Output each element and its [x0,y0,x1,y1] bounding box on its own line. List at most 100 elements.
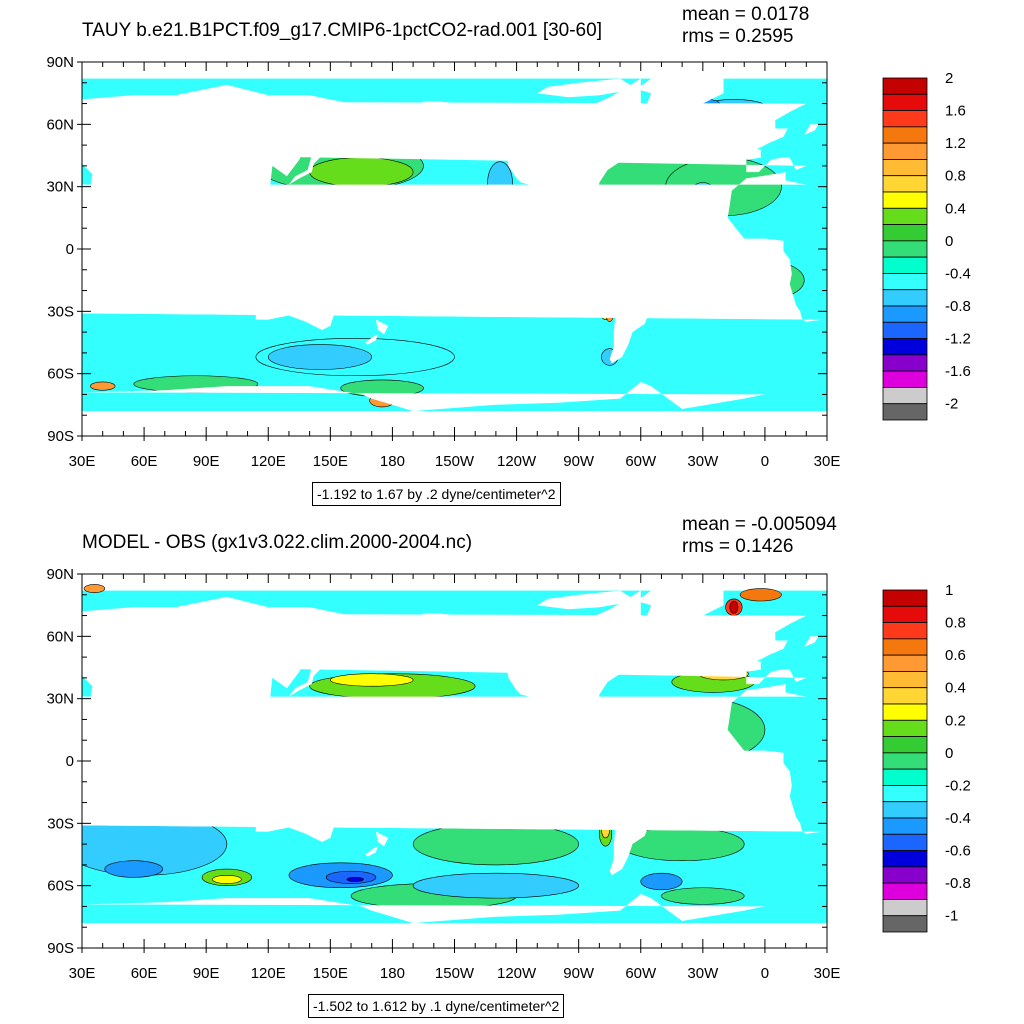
colorbar-swatch [882,882,928,900]
lat-label: 60N [46,116,74,133]
colorbar-label: -0.6 [945,843,971,860]
colorbar-swatch [882,159,928,177]
lat-label: 0 [66,241,74,258]
lon-label: 30W [687,965,719,982]
lon-label: 180 [380,965,405,982]
landmass-nafrica-w [82,684,823,834]
colorbar-swatch [882,403,928,421]
colorbar-swatch [882,654,928,672]
colorbar-label: 1.2 [945,135,966,152]
lon-label: 120E [251,453,286,470]
colorbar-swatch [882,899,928,917]
colorbar-swatch [882,126,928,144]
colorbar: 1 0.8 0.6 0.4 0.2 0 -0.2 -0.4 -0.6 -0.8 -1 [882,582,971,933]
lat-label: 90S [47,428,74,445]
lat-label: 30S [47,815,74,832]
lon-label: 30E [814,965,841,982]
landmass-nz-n [375,319,389,335]
lat-label: 60N [46,628,74,645]
landmass-antarctica [82,894,765,948]
lon-label: 30E [814,453,841,470]
landmass-baffin [595,609,633,633]
colorbar-swatch [882,77,928,95]
colorbar-label: -0.4 [945,810,971,827]
lat-label: 30N [46,179,74,196]
colorbar-swatch [882,622,928,640]
colorbar-label: -0.8 [945,298,971,315]
colorbar-label: -1 [945,908,958,925]
landmass-arctic-isles [537,78,637,98]
rms-value: rms = 0.2595 [682,26,794,47]
colorbar-swatch [882,703,928,721]
colorbar-swatch [882,289,928,307]
lon-label: 60W [625,965,657,982]
lat-label: 90S [47,940,74,957]
colorbar-label: 0.4 [945,200,966,217]
colorbar-swatch [882,801,928,819]
lon-label: 0 [761,453,769,470]
colorbar-swatch [882,207,928,225]
colorbar-label: 1 [945,582,953,599]
colorbar: 2 1.6 1.2 0.8 0.4 0 -0.4 -0.8 -1.2 -1.6 -2 [882,70,971,421]
lon-label: 90E [193,453,220,470]
colorbar-swatch [882,833,928,851]
colorbar-swatch [882,354,928,372]
lon-label: 30E [69,453,96,470]
colorbar-swatch [882,719,928,737]
contour-info-box: -1.502 to 1.612 by .1 dyne/centimeter^2 [308,994,565,1018]
colorbar-label: 0.4 [945,680,966,697]
colorbar-swatch [882,736,928,754]
landmass-europe-w [82,101,819,173]
colorbar-label: -0.4 [945,265,971,282]
lon-label: 90W [563,453,595,470]
colorbar-swatch [882,687,928,705]
colorbar-label: 0.8 [945,168,966,185]
lat-label: 0 [66,753,74,770]
lat-label: 30S [47,303,74,320]
colorbar-swatch [882,142,928,160]
colorbar-swatch [882,321,928,339]
colorbar-swatch [882,191,928,209]
landmass-japan [288,667,320,697]
contour-region-28 [739,588,782,602]
mean-value: mean = -0.005094 [682,514,837,535]
stats-box: mean = 0.0178 rms = 0.2595 [682,4,809,48]
landmass-antarctica [82,382,765,436]
lat-label: 60S [47,366,74,383]
panel-title: MODEL - OBS (gx1v3.022.clim.2000-2004.nc… [82,532,473,553]
panel-model-tauy: 90N 60N 30N 0 30S 60S 90S 30E 60E 90E 120E 150E 180 1… [46,4,971,506]
colorbar-swatch [882,752,928,770]
contour-region-10 [412,872,579,899]
lon-label: 60E [131,453,158,470]
lat-label: 90N [46,566,74,583]
colorbar-swatch [882,866,928,884]
lon-label: 150W [435,453,475,470]
map-plot: 90N 60N 30N 0 30S 60S 90S 30E 60E 90E 120E 150E 180 1… [46,566,971,982]
colorbar-swatch [882,817,928,835]
colorbar-swatch [882,256,928,274]
colorbar-swatch [882,768,928,786]
map-plot: 90N 60N 30N 0 30S 60S 90S 30E 60E 90E 120E 150E 180 1… [46,54,971,470]
lat-label: 30N [46,691,74,708]
lon-label: 0 [761,965,769,982]
landmass-nz-s [365,846,378,857]
contour-region-21 [212,874,242,884]
colorbar-swatch [882,370,928,388]
landmass-japan [288,155,320,185]
colorbar-swatch [882,387,928,405]
colorbar-label: 0 [945,233,953,250]
colorbar-swatch [882,671,928,689]
colorbar-label: 0.6 [945,647,966,664]
colorbar-swatch [882,224,928,242]
landmass-nz-s [365,334,378,345]
lon-label: 120W [497,453,537,470]
lon-label: 180 [380,453,405,470]
contour-region-26 [83,584,106,593]
lon-label: 90W [563,965,595,982]
colorbar-label: -2 [945,396,958,413]
panel-title: TAUY b.e21.B1PCT.f09_g17.CMIP6-1pctCO2-r… [82,20,602,41]
colorbar-label: -0.2 [945,777,971,794]
colorbar-label: 1.6 [945,103,966,120]
colorbar-label: 2 [945,70,953,87]
lon-label: 30E [69,965,96,982]
